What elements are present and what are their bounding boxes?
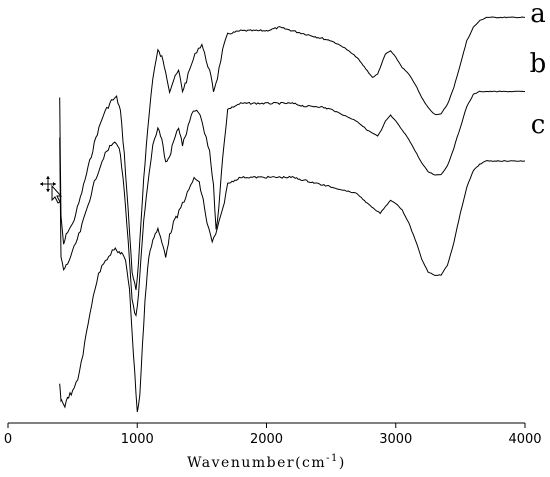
x-axis-title-superscript: -1 [326, 453, 339, 464]
x-axis-ticks: 0 1000 2000 3000 4000 [4, 423, 542, 447]
series-label-c: c [531, 110, 546, 140]
x-axis-title-close: ) [339, 455, 346, 471]
spectrum-line-a [59, 16, 526, 291]
x-tick-label: 3000 [379, 432, 412, 447]
series-label-a: a [530, 0, 546, 29]
x-tick-label: 2000 [250, 432, 283, 447]
x-axis-title: Wavenumber(cm-1) [187, 453, 346, 471]
spectrum-line-b [59, 90, 526, 317]
move-cursor-icon [40, 176, 63, 204]
x-tick-label: 4000 [508, 432, 541, 447]
x-tick-label: 1000 [121, 432, 154, 447]
spectra-group [59, 16, 526, 413]
spectrum-line-c [59, 160, 526, 413]
x-axis-title-text: Wavenumber(cm [187, 455, 326, 471]
x-tick-label: 0 [4, 432, 12, 447]
series-label-b: b [530, 49, 547, 79]
series-labels: ab c [530, 0, 547, 140]
